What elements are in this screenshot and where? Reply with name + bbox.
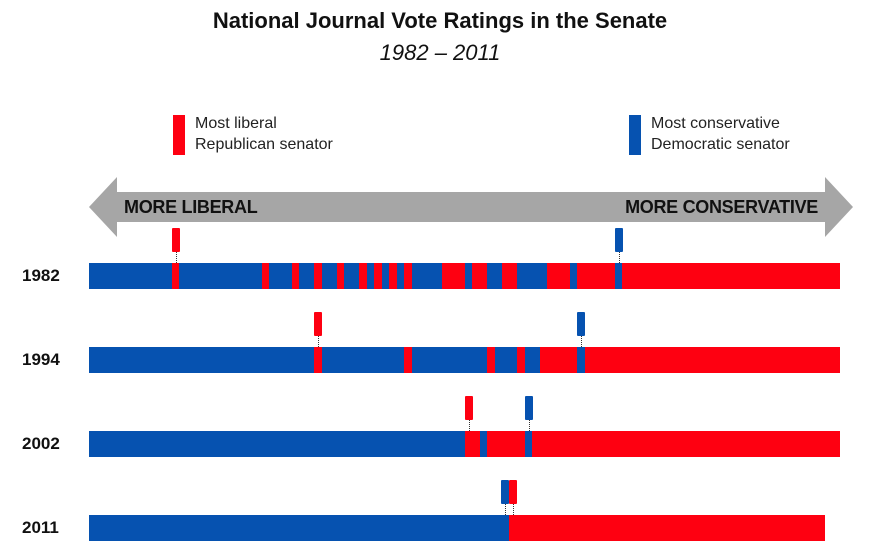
arrow-shape (89, 177, 853, 237)
democrat-segment (89, 431, 465, 457)
democrat-segment (321, 347, 405, 373)
republican-segment (472, 263, 488, 289)
more-conservative-label: MORE CONSERVATIVE (625, 197, 818, 217)
chart-title: National Journal Vote Ratings in the Sen… (212, 8, 668, 33)
legend-line1: Most liberal (195, 115, 277, 132)
democrat-segment (494, 347, 518, 373)
democrat-segment (89, 263, 173, 289)
senate-bar-2002 (89, 431, 841, 457)
marker-connector (318, 336, 320, 347)
republican-segment (532, 431, 841, 457)
marker-connector (505, 504, 507, 515)
marker-connector (581, 336, 583, 347)
most-liberal-republican-marker (171, 228, 180, 252)
republican-segment (464, 431, 481, 457)
democrat-segment (487, 263, 503, 289)
most-conservative-democrat-marker (524, 396, 533, 420)
democrat-segment (396, 263, 405, 289)
legend-swatch-liberal-republican (173, 115, 185, 155)
double-arrow (89, 177, 853, 237)
democrat-segment (89, 347, 315, 373)
most-conservative-democrat-marker (614, 228, 623, 252)
democrat-segment (479, 431, 488, 457)
marker-connector (528, 420, 530, 431)
democrat-segment (89, 515, 510, 541)
democrat-segment (366, 263, 375, 289)
republican-segment (336, 263, 345, 289)
republican-segment (389, 263, 398, 289)
most-conservative-democrat-marker (501, 480, 510, 504)
marker-connector (468, 420, 470, 431)
republican-segment (547, 263, 571, 289)
democrat-segment (569, 263, 578, 289)
democrat-segment (269, 263, 293, 289)
republican-segment (584, 347, 841, 373)
legend-liberal-republican: Most liberal Republican senator (195, 113, 333, 155)
republican-segment (261, 263, 270, 289)
democrat-segment (411, 347, 488, 373)
democrat-segment (524, 347, 541, 373)
senate-bar-1982 (89, 263, 841, 289)
democrat-segment (321, 263, 338, 289)
democrat-segment (577, 347, 586, 373)
most-liberal-republican-marker (508, 480, 517, 504)
republican-segment (404, 263, 413, 289)
year-label: 2011 (22, 518, 59, 537)
legend-swatch-conservative-democrat (629, 115, 641, 155)
marker-connector (512, 504, 514, 515)
democrat-segment (524, 431, 533, 457)
republican-segment (508, 515, 826, 541)
legend-line2: Republican senator (195, 136, 333, 153)
democrat-segment (299, 263, 315, 289)
democrat-segment (411, 263, 443, 289)
republican-segment (622, 263, 841, 289)
year-label: 1994 (22, 350, 60, 369)
republican-segment (487, 347, 496, 373)
republican-segment (291, 263, 300, 289)
chart-subtitle: 1982 – 2011 (379, 40, 501, 65)
republican-segment (171, 263, 180, 289)
more-liberal-label: MORE LIBERAL (124, 197, 258, 217)
republican-segment (487, 431, 526, 457)
democrat-segment (179, 263, 263, 289)
republican-segment (517, 347, 526, 373)
democrat-segment (344, 263, 360, 289)
republican-segment (359, 263, 368, 289)
republican-segment (577, 263, 616, 289)
democrat-segment (517, 263, 548, 289)
republican-segment (314, 263, 323, 289)
legend-conservative-democrat: Most conservative Democratic senator (651, 113, 790, 155)
most-conservative-democrat-marker (577, 312, 586, 336)
republican-segment (314, 347, 323, 373)
year-label: 1982 (22, 266, 60, 285)
most-liberal-republican-marker (314, 312, 323, 336)
democrat-segment (464, 263, 473, 289)
republican-segment (404, 347, 413, 373)
republican-segment (374, 263, 383, 289)
republican-segment (502, 263, 518, 289)
republican-segment (539, 347, 578, 373)
senate-bar-1994 (89, 347, 841, 373)
legend-line2: Democratic senator (651, 136, 790, 153)
democrat-segment (381, 263, 390, 289)
marker-connector (618, 252, 620, 263)
republican-segment (441, 263, 465, 289)
most-liberal-republican-marker (464, 396, 473, 420)
legend-line1: Most conservative (651, 115, 780, 132)
year-label: 2002 (22, 434, 60, 453)
senate-bar-2011 (89, 515, 826, 541)
marker-connector (175, 252, 177, 263)
democrat-segment (614, 263, 623, 289)
